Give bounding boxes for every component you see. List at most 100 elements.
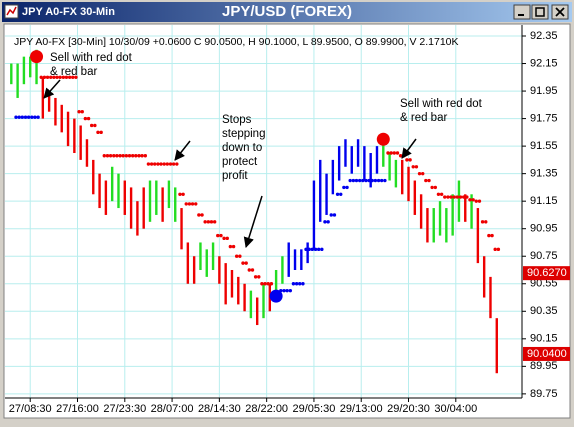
- stop-dot: [342, 185, 346, 190]
- annotation: protect: [222, 156, 258, 168]
- price-bar: [199, 242, 202, 270]
- stop-dot: [417, 171, 422, 176]
- stop-dot: [298, 282, 302, 286]
- stop-dot: [39, 75, 43, 80]
- price-bar: [98, 173, 101, 209]
- stop-dot: [323, 220, 327, 224]
- stop-dot: [26, 115, 31, 119]
- price-bar: [16, 63, 19, 98]
- stop-dot: [484, 220, 488, 224]
- stop-dot: [364, 178, 368, 183]
- x-tick-label: 30/04:00: [434, 403, 477, 415]
- stop-dot: [433, 185, 438, 190]
- stop-dot: [452, 195, 456, 199]
- stop-dot: [216, 233, 220, 238]
- price-bar: [29, 56, 32, 78]
- x-tick-label: 28/14:30: [198, 403, 241, 415]
- stop-dot: [89, 123, 94, 128]
- x-tick-label: 27/16:00: [56, 403, 99, 415]
- stop-dot: [140, 154, 144, 158]
- stop-dot: [190, 202, 195, 206]
- y-tick-label: 91.75: [530, 113, 558, 125]
- stop-dot: [316, 247, 321, 252]
- stop-dot: [250, 268, 255, 272]
- price-bar: [438, 201, 442, 236]
- y-tick-label: 90.55: [530, 278, 558, 290]
- price-bar: [413, 180, 417, 215]
- stop-dot: [468, 198, 472, 202]
- price-bar: [60, 104, 63, 133]
- price-bar: [482, 256, 486, 298]
- stop-dot: [61, 75, 66, 80]
- y-tick-label: 90.35: [530, 305, 558, 317]
- stop-dot: [168, 162, 173, 166]
- stop-dot: [288, 288, 293, 293]
- x-tick-label: 29/20:30: [387, 403, 430, 415]
- stop-dot: [17, 115, 21, 119]
- price-bar: [41, 77, 45, 119]
- price-tag: [523, 346, 570, 361]
- price-bar: [161, 187, 164, 222]
- stop-dot: [121, 154, 125, 158]
- arrow: [43, 79, 61, 99]
- stop-dot: [194, 202, 198, 206]
- stop-dot: [430, 185, 434, 190]
- stop-dot: [474, 199, 478, 203]
- stop-dot: [291, 282, 296, 286]
- price-bar: [331, 159, 335, 195]
- price-bar: [445, 208, 448, 243]
- stop-dot: [269, 282, 274, 286]
- stop-dot: [165, 162, 170, 166]
- stop-dot: [187, 202, 192, 206]
- price-tag-label: 90.0400: [527, 348, 567, 360]
- stop-dot: [20, 115, 25, 119]
- stop-dot: [67, 75, 72, 80]
- stop-dot: [455, 195, 460, 199]
- price-bar: [155, 180, 158, 215]
- stop-dot: [130, 154, 135, 158]
- price-bar: [117, 173, 120, 209]
- price-bar: [306, 242, 309, 264]
- stop-dot: [439, 192, 444, 196]
- price-bar: [10, 63, 13, 85]
- window-title: JPY A0-FX 30-Min: [22, 6, 115, 18]
- price-bar: [382, 139, 385, 167]
- stop-dot: [458, 195, 463, 199]
- stop-dot: [367, 178, 371, 183]
- stop-dot: [361, 178, 365, 183]
- stop-dot: [219, 233, 223, 238]
- y-tick-label: 92.15: [530, 57, 558, 69]
- chart-area: [3, 23, 571, 419]
- stop-dot: [266, 282, 270, 286]
- stop-dot: [159, 162, 163, 166]
- y-tick-label: 92.35: [530, 30, 558, 42]
- stop-dot: [389, 151, 393, 155]
- price-bar: [464, 194, 467, 222]
- stop-dot: [405, 158, 409, 162]
- stop-dot: [149, 162, 154, 166]
- stop-dot: [282, 288, 286, 293]
- price-bar: [148, 180, 152, 222]
- stop-dot: [42, 75, 47, 80]
- stop-dot: [52, 75, 56, 80]
- stop-dot: [162, 162, 166, 166]
- window-icon-glyph: [6, 6, 17, 16]
- y-tick-label: 91.35: [530, 168, 558, 180]
- maximize-button[interactable]: [531, 4, 549, 20]
- stop-dot: [370, 178, 374, 183]
- price-bar: [237, 276, 240, 305]
- y-tick-label: 89.75: [530, 388, 558, 400]
- stop-dot: [58, 75, 62, 80]
- stop-dot: [222, 236, 226, 241]
- price-bar: [325, 173, 328, 215]
- minimize-button[interactable]: [513, 4, 531, 20]
- stop-dot: [376, 178, 381, 183]
- stop-dot: [326, 220, 330, 224]
- stop-dot: [80, 110, 84, 114]
- stop-dot: [386, 151, 390, 155]
- stop-dot: [395, 151, 400, 155]
- price-bar: [451, 194, 454, 236]
- price-bar: [495, 318, 498, 374]
- price-bar: [401, 159, 404, 195]
